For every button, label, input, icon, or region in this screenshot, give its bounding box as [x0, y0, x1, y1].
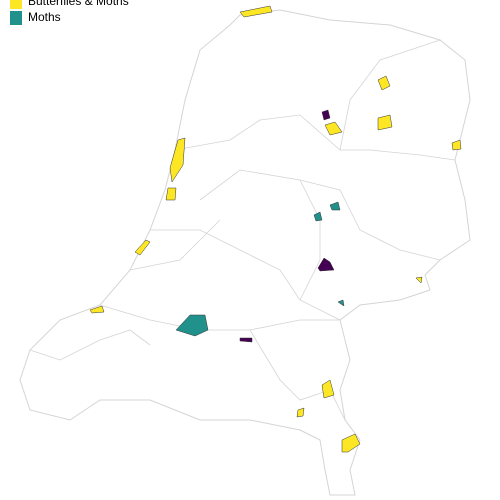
country-outline: [19, 9, 471, 496]
region: [175, 314, 209, 337]
region: [321, 109, 331, 121]
region: [317, 257, 335, 272]
region: [451, 139, 462, 151]
region: [321, 379, 335, 399]
region: [239, 5, 273, 18]
legend: Butterflies & Moths Moths: [10, 0, 129, 25]
region: [89, 305, 105, 314]
region: [165, 187, 177, 201]
region: [239, 337, 253, 343]
region: [324, 121, 343, 136]
region: [169, 137, 186, 183]
legend-label: Butterflies & Moths: [28, 0, 129, 8]
region: [377, 75, 391, 91]
legend-swatch: [10, 11, 22, 25]
legend-swatch: [10, 0, 22, 9]
region: [313, 211, 323, 222]
region: [377, 114, 393, 131]
region: [341, 433, 361, 453]
regions: [89, 5, 462, 453]
region: [415, 276, 423, 284]
legend-label: Moths: [28, 10, 61, 24]
region: [337, 299, 345, 307]
region: [134, 239, 151, 256]
region: [296, 407, 305, 418]
region: [329, 201, 341, 211]
